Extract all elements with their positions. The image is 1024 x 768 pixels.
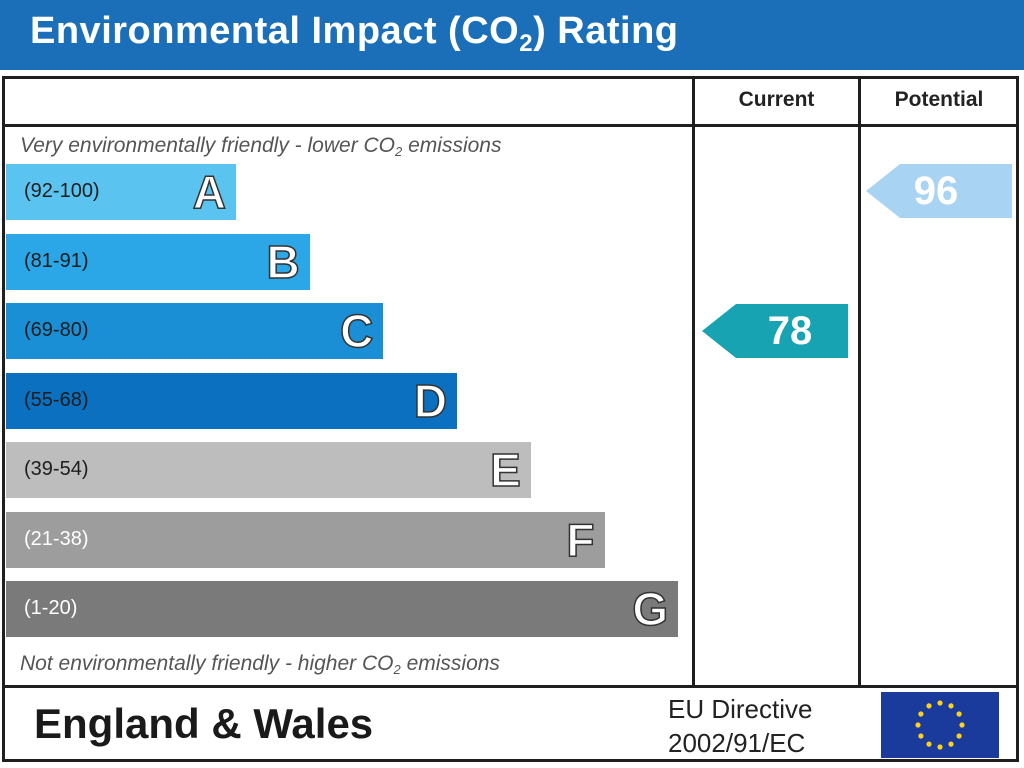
band-b-letter: B [266,235,301,289]
eu-star-icon [918,733,924,739]
eu-star-icon [959,722,965,728]
eu-star-icon [918,711,924,717]
rating-frame [2,76,1019,762]
eu-star-icon [915,722,921,728]
band-e-letter: E [489,443,521,497]
eu-star-icon [956,711,962,717]
band-e-range: (39-54) [24,458,89,480]
eu-directive-line1: EU Directive [668,694,813,724]
band-f-letter: F [566,513,596,567]
potential-rating-value: 96 [913,169,959,213]
eu-star-icon [948,741,954,747]
eu-star-icon [937,744,943,750]
eu-directive: EU Directive 2002/91/EC [668,692,812,760]
note-top: Very environmentally friendly - lower CO… [20,134,502,159]
divider-potential [858,76,861,688]
current-rating-value: 78 [767,309,813,353]
band-c-letter: C [339,304,374,358]
column-current-label: Current [738,88,815,111]
eu-directive-line2: 2002/91/EC [668,728,806,758]
note-bottom: Not environmentally friendly - higher CO… [20,652,500,677]
band-d-range: (55-68) [24,388,89,411]
band-d-letter: D [413,374,448,428]
band-g-letter: G [632,582,669,636]
divider-header-row [2,124,1019,127]
region-label: England & Wales [34,700,374,747]
header-bar: Environmental Impact (CO2) Rating [0,0,1024,70]
eu-star-icon [937,700,943,706]
band-d: (55-68) D [6,372,458,429]
divider-footer-row [2,685,1019,688]
eu-flag-icon [881,692,999,758]
band-a-letter: A [192,165,227,219]
band-c: (69-80) C [6,303,384,359]
eu-star-icon [948,703,954,709]
band-g: (1-20) G [6,581,679,637]
column-potential-label: Potential [894,88,984,111]
potential-rating-arrow: 96 [866,164,1012,218]
potential-arrow-shape [866,164,1012,218]
band-a-range: (92-100) [24,180,100,202]
page-title: Environmental Impact (CO2) Rating [30,10,679,57]
eu-star-icon [956,733,962,739]
band-b: (81-91) B [6,233,310,290]
current-arrow-shape [702,304,848,358]
band-f: (21-38) F [6,511,605,568]
current-rating-arrow: 78 [702,304,848,358]
band-g-range: (1-20) [24,597,78,619]
band-b-range: (81-91) [24,249,89,272]
band-c-range: (69-80) [24,319,89,341]
band-a: (92-100) A [6,164,236,220]
eu-star-icon [926,741,932,747]
band-f-range: (21-38) [24,527,89,550]
divider-current [692,76,695,688]
band-e: (39-54) E [6,442,531,498]
eu-star-icon [926,703,932,709]
